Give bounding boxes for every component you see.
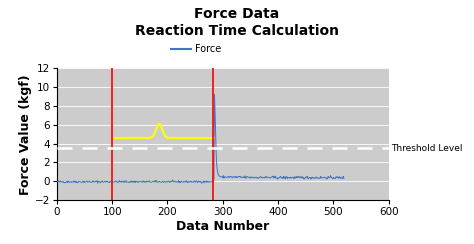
Text: Force Data
Reaction Time Calculation: Force Data Reaction Time Calculation — [135, 7, 339, 38]
X-axis label: Data Number: Data Number — [176, 220, 269, 233]
Legend: Force: Force — [172, 44, 221, 54]
Y-axis label: Force Value (kgf): Force Value (kgf) — [19, 74, 32, 194]
Text: Threshold Level: Threshold Level — [392, 144, 463, 153]
